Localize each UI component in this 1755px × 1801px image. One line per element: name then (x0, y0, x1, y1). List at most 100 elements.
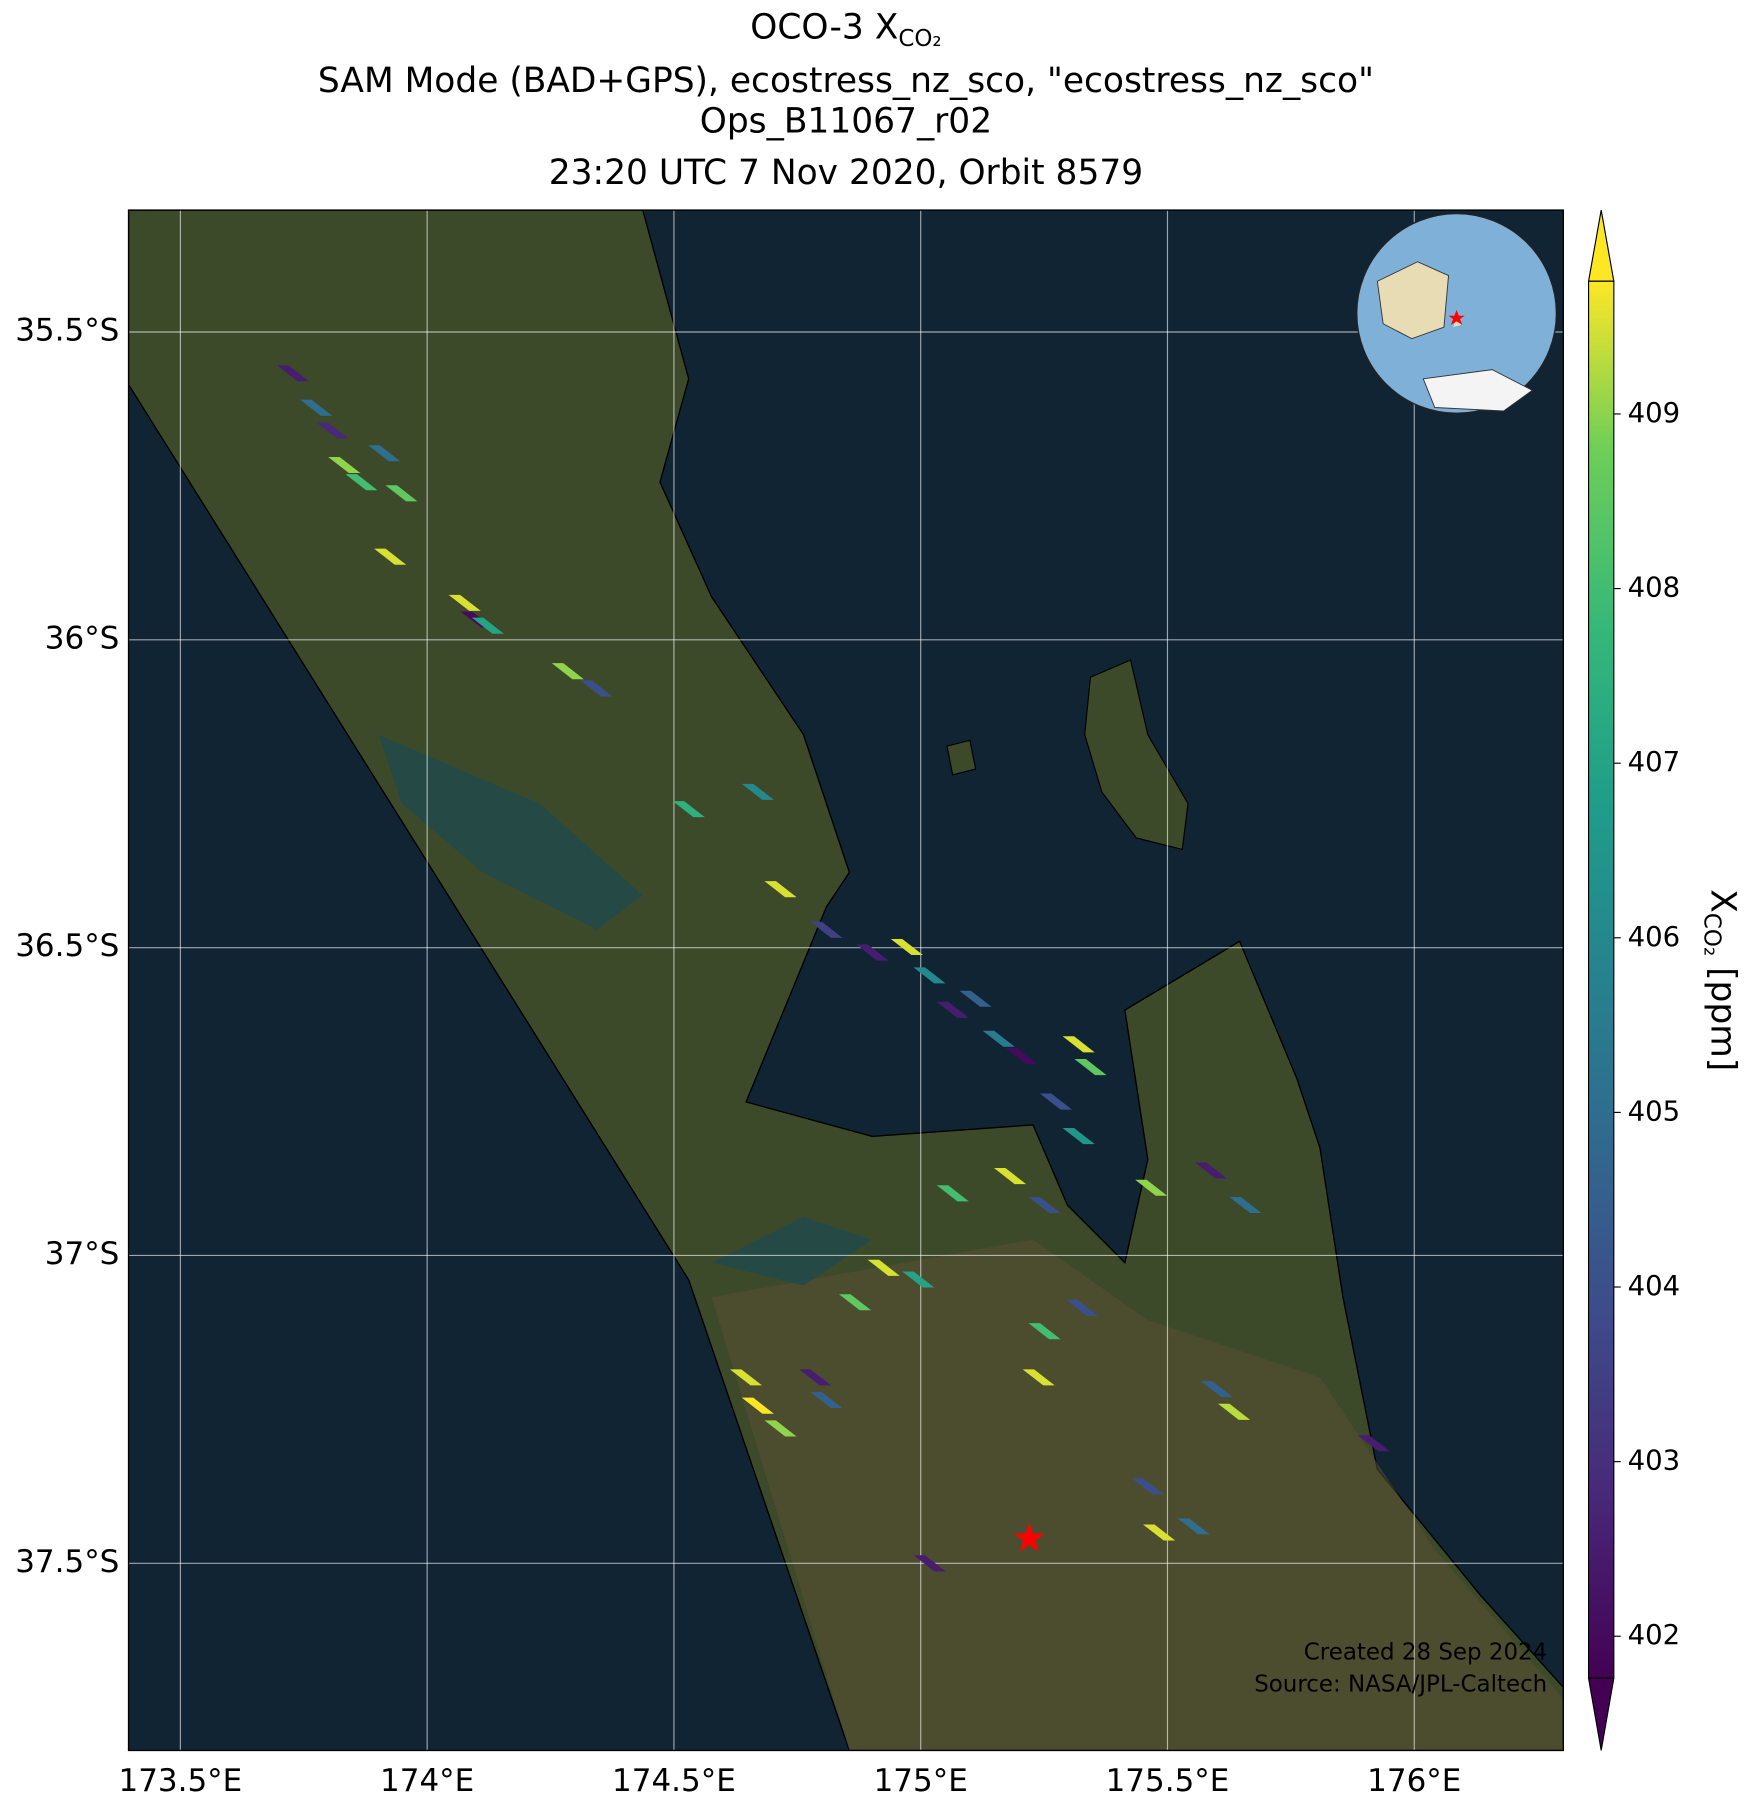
sounding (672, 801, 705, 818)
colorbar-tick-label: 403 (1628, 1445, 1681, 1477)
colorbar-label-unit: [ppm] (1703, 967, 1743, 1071)
island (946, 739, 977, 776)
colorbar-tick-label: 407 (1628, 746, 1681, 778)
sounding (1022, 1369, 1055, 1386)
colorbar-label-space (1703, 956, 1743, 967)
sounding (1135, 1179, 1168, 1196)
map-area: Created 28 Sep 2024 Source: NASA/JPL-Calt… (128, 210, 1564, 1751)
annotations: Created 28 Sep 2024 Source: NASA/JPL-Calt… (1254, 1639, 1547, 1697)
sounding (982, 1030, 1015, 1047)
sounding (867, 1259, 900, 1276)
target-star (1013, 1522, 1045, 1552)
title-main: OCO-3 X (750, 7, 898, 47)
colorbar-label-main: X (1703, 889, 1743, 913)
sounding (993, 1168, 1027, 1185)
sounding (856, 944, 889, 961)
title-line: 23:20 UTC 7 Nov 2020, Orbit 8579 (549, 153, 1143, 193)
colorbar-tick-label: 408 (1628, 572, 1681, 604)
sounding (913, 1555, 946, 1572)
sounding (1028, 1323, 1061, 1340)
sounding (741, 783, 774, 800)
y-tick-label: 35.5°S (15, 312, 119, 348)
sounding (316, 422, 349, 439)
sounding (1131, 1478, 1164, 1495)
y-tick-label: 36°S (45, 620, 120, 656)
x-tick-label: 174°E (380, 1763, 474, 1799)
x-tick-label: 175°E (874, 1763, 968, 1799)
sounding (764, 881, 797, 898)
sounding (838, 1294, 872, 1311)
colorbar-tick-label: 402 (1628, 1619, 1681, 1651)
harbour (378, 734, 873, 1286)
colorbar-tick-label: 409 (1628, 397, 1681, 429)
sounding (902, 1271, 935, 1288)
sounding (764, 1420, 797, 1437)
sounding (551, 663, 584, 680)
sounding (368, 445, 401, 462)
title-subscript: CO₂ (898, 26, 941, 52)
sounding (1357, 1435, 1390, 1452)
inset-globe (1356, 212, 1558, 414)
sounding (1039, 1093, 1073, 1110)
annotation: Created 28 Sep 2024 (1304, 1639, 1547, 1665)
sounding (374, 548, 407, 565)
sounding (1143, 1524, 1176, 1541)
annotation: Source: NASA/JPL-Caltech (1254, 1672, 1547, 1698)
sounding (580, 680, 613, 697)
title-line: OCO-3 XCO₂ (750, 7, 941, 51)
sounding (1177, 1518, 1210, 1535)
sounding (810, 921, 843, 938)
sounding (471, 617, 504, 634)
x-tick-label: 174.5°E (612, 1763, 736, 1799)
sounding (328, 456, 361, 474)
colorbar-label: XCO₂ [ppm] (1699, 889, 1743, 1071)
sounding (345, 474, 378, 491)
grid (128, 210, 1564, 1751)
sounding (913, 967, 946, 984)
sounding (936, 1001, 969, 1018)
sounding (936, 1185, 969, 1202)
title-line: Ops_B11067_r02 (700, 101, 992, 141)
colorbar-tick-label: 404 (1628, 1270, 1681, 1302)
title-line: SAM Mode (BAD+GPS), ecostress_nz_sco, "e… (318, 61, 1374, 101)
island (1084, 659, 1189, 851)
colorbar-tick-label: 406 (1628, 921, 1681, 953)
sounding (1200, 1381, 1233, 1398)
sounding (1074, 1059, 1107, 1076)
soundings (276, 365, 1390, 1572)
colorbar: 402 403 404 405 406 407 408 409 XCO₂ [ppm] (1587, 209, 1743, 1751)
sounding (1005, 1047, 1038, 1065)
sounding (1062, 1036, 1095, 1053)
y-tick-label: 37.5°S (15, 1544, 119, 1580)
sounding (1218, 1403, 1251, 1420)
sounding (741, 1397, 774, 1414)
sounding (276, 365, 309, 382)
colorbar-tick-label: 405 (1628, 1095, 1681, 1127)
x-tick-label: 175.5°E (1106, 1763, 1230, 1799)
title-block: OCO-3 XCO₂ SAM Mode (BAD+GPS), ecostress_… (318, 7, 1374, 193)
sounding (1028, 1196, 1061, 1214)
sounding (300, 399, 333, 416)
y-tick-label: 36.5°S (15, 928, 119, 964)
sounding (729, 1369, 763, 1386)
sounding (1062, 1127, 1095, 1145)
axis-ticks: 173.5°E 174°E 174.5°E 175°E 175.5°E 176°E 35.5… (15, 312, 1461, 1799)
x-tick-label: 176°E (1367, 1763, 1461, 1799)
sounding (890, 938, 923, 956)
sounding (385, 485, 418, 502)
sounding (959, 990, 992, 1007)
target-layer (1013, 1522, 1045, 1552)
sounding (810, 1392, 843, 1409)
land-south (711, 1239, 1564, 1751)
x-tick-label: 173.5°E (118, 1763, 242, 1799)
y-tick-label: 37°S (45, 1236, 120, 1272)
sounding (799, 1369, 832, 1386)
sounding (1194, 1162, 1227, 1179)
colorbar-label-subscript: CO₂ (1699, 913, 1725, 956)
sounding (1066, 1299, 1099, 1316)
map-frame (127, 209, 1565, 1752)
sounding (1229, 1196, 1262, 1214)
sounding (448, 594, 481, 611)
